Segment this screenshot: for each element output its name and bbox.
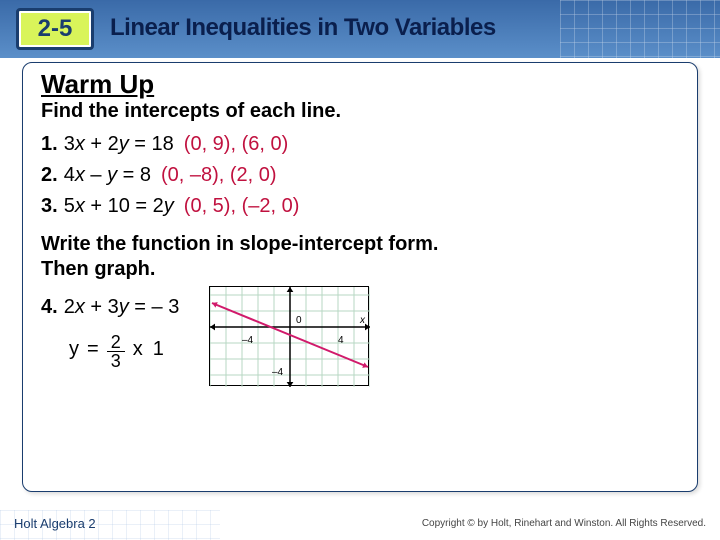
footer-book-title: Holt Algebra 2	[14, 516, 96, 531]
problem-equation: 3x + 2y = 18	[64, 133, 174, 156]
svg-text:4: 4	[338, 335, 344, 346]
problem-2: 2. 4x – y = 8 (0, –8), (2, 0)	[41, 164, 679, 187]
problem-1: 1. 3x + 2y = 18 (0, 9), (6, 0)	[41, 133, 679, 156]
problem-4: 4. 2x + 3y = – 3	[41, 296, 179, 319]
problem-number: 1.	[41, 133, 58, 156]
problem-3: 3. 5x + 10 = 2y (0, 5), (–2, 0)	[41, 195, 679, 218]
footer-copyright: Copyright © by Holt, Rinehart and Winsto…	[422, 518, 706, 529]
problem-answer: (0, 9), (6, 0)	[184, 133, 288, 156]
mini-graph: 0 x –4 4 –4	[209, 286, 369, 386]
svg-text:–4: –4	[272, 367, 284, 378]
problem-equation: 5x + 10 = 2y	[64, 195, 174, 218]
section-number-box: 2-5	[16, 8, 94, 50]
problem-answer: (0, –8), (2, 0)	[161, 164, 277, 187]
svg-text:–4: –4	[242, 335, 254, 346]
header-band: 2-5 Linear Inequalities in Two Variables	[0, 0, 720, 58]
instruction-2: Write the function in slope-intercept fo…	[41, 232, 679, 282]
svg-text:0: 0	[296, 315, 302, 326]
problem-number: 4.	[41, 296, 58, 319]
problem-equation: 2x + 3y = – 3	[64, 296, 180, 319]
warmup-heading: Warm Up	[41, 69, 679, 100]
content-card: Warm Up Find the intercepts of each line…	[22, 62, 698, 492]
instruction-1: Find the intercepts of each line.	[41, 100, 679, 123]
problem-answer: (0, 5), (–2, 0)	[184, 195, 300, 218]
footer: Holt Algebra 2 Copyright © by Holt, Rine…	[0, 510, 720, 540]
svg-text:x: x	[359, 315, 366, 326]
problem-number: 2.	[41, 164, 58, 187]
problem-number: 3.	[41, 195, 58, 218]
slope-intercept-formula: y = 2 3 x 1	[69, 331, 179, 368]
problem-equation: 4x – y = 8	[64, 164, 151, 187]
slide-title: Linear Inequalities in Two Variables	[110, 14, 496, 42]
fraction: 2 3	[107, 333, 125, 370]
header-grid-decor	[560, 0, 720, 58]
